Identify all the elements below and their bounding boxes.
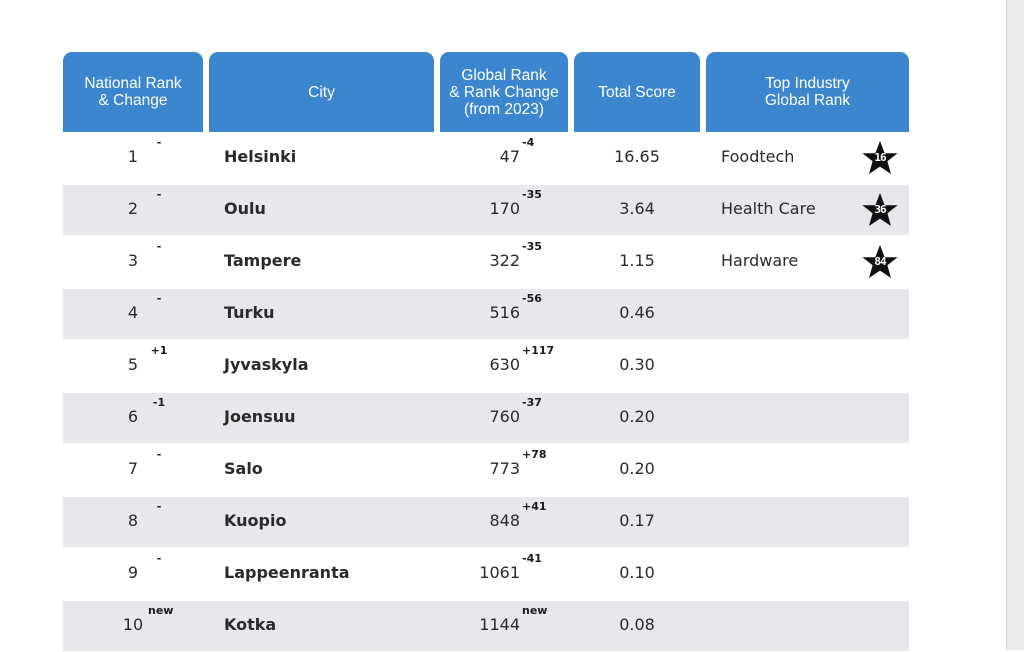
global-rank: 1061	[479, 563, 520, 582]
table-row: 9 - Lappeenranta 1061 -41 0.10	[0, 548, 1006, 600]
national-rank: 9	[127, 563, 139, 582]
global-rank: 773	[489, 459, 520, 478]
total-score: 0.20	[619, 407, 655, 426]
star-icon: 16	[861, 140, 899, 176]
city-name: Oulu	[224, 199, 266, 218]
global-rank-change: -56	[522, 292, 542, 305]
global-rank-change: -41	[522, 552, 542, 565]
table-row: 5 +1 Jyvaskyla 630 +117 0.30	[0, 340, 1006, 392]
global-rank: 322	[489, 251, 520, 270]
city-name: Lappeenranta	[224, 563, 350, 582]
total-score: 0.17	[619, 511, 655, 530]
global-rank: 47	[499, 147, 520, 166]
global-rank: 516	[489, 303, 520, 322]
table-header: National Rank & Change City Global Rank …	[0, 52, 1006, 132]
city-name: Tampere	[224, 251, 302, 270]
total-score: 0.30	[619, 355, 655, 374]
national-rank-change: -	[156, 292, 162, 305]
global-rank-change: new	[522, 604, 548, 617]
table-row: 6 -1 Joensuu 760 -37 0.20	[0, 392, 1006, 444]
row-background	[63, 497, 909, 547]
page-edge	[1006, 0, 1024, 650]
national-rank: 4	[127, 303, 139, 322]
total-score: 0.46	[619, 303, 655, 322]
industry-global-rank: 36	[874, 203, 886, 216]
national-rank: 2	[127, 199, 139, 218]
table-row: 1 - Helsinki 47 -4 16.65 Foodtech 16	[0, 132, 1006, 184]
header-city: City	[209, 52, 434, 132]
total-score: 0.10	[619, 563, 655, 582]
global-rank-change: +41	[522, 500, 547, 513]
global-rank: 170	[489, 199, 520, 218]
national-rank-change: -1	[152, 396, 166, 409]
star-icon: 84	[861, 244, 899, 280]
national-rank-change: -	[156, 240, 162, 253]
national-rank-change: new	[148, 604, 174, 617]
row-background	[63, 393, 909, 443]
total-score: 16.65	[614, 147, 660, 166]
total-score: 1.15	[619, 251, 655, 270]
global-rank-change: +117	[522, 344, 555, 357]
industry-global-rank: 16	[874, 151, 886, 164]
row-background	[63, 185, 909, 235]
national-rank: 7	[127, 459, 139, 478]
national-rank: 3	[127, 251, 139, 270]
header-total-score: Total Score	[574, 52, 700, 132]
table-row: 10 new Kotka 1144 new 0.08	[0, 600, 1006, 652]
global-rank-change: -35	[522, 240, 542, 253]
global-rank: 848	[489, 511, 520, 530]
top-industry: Hardware	[721, 251, 799, 270]
global-rank-change: -4	[522, 136, 535, 149]
global-rank: 630	[489, 355, 520, 374]
national-rank: 1	[127, 147, 139, 166]
top-industry: Foodtech	[721, 147, 795, 166]
table-row: 2 - Oulu 170 -35 3.64 Health Care 36	[0, 184, 1006, 236]
total-score: 0.08	[619, 615, 655, 634]
total-score: 0.20	[619, 459, 655, 478]
global-rank: 760	[489, 407, 520, 426]
national-rank-change: -	[156, 500, 162, 513]
city-name: Helsinki	[224, 147, 297, 166]
row-background	[63, 601, 909, 651]
national-rank: 5	[127, 355, 139, 374]
header-global-rank: Global Rank & Rank Change (from 2023)	[440, 52, 568, 132]
table-body: 1 - Helsinki 47 -4 16.65 Foodtech 16 2 -…	[0, 132, 1006, 652]
national-rank-change: -	[156, 448, 162, 461]
national-rank: 6	[127, 407, 139, 426]
table-row: 7 - Salo 773 +78 0.20	[0, 444, 1006, 496]
global-rank-change: -37	[522, 396, 542, 409]
city-name: Jyvaskyla	[224, 355, 309, 374]
city-name: Joensuu	[224, 407, 296, 426]
national-rank-change: -	[156, 188, 162, 201]
table-row: 4 - Turku 516 -56 0.46	[0, 288, 1006, 340]
global-rank-change: +78	[522, 448, 547, 461]
national-rank-change: +1	[150, 344, 168, 357]
city-name: Turku	[224, 303, 275, 322]
national-rank: 8	[127, 511, 139, 530]
ranking-page: National Rank & Change City Global Rank …	[0, 52, 1006, 652]
national-rank: 10	[122, 615, 144, 634]
row-background	[63, 289, 909, 339]
global-rank-change: -35	[522, 188, 542, 201]
city-name: Kuopio	[224, 511, 287, 530]
industry-global-rank: 84	[874, 255, 886, 268]
table-row: 8 - Kuopio 848 +41 0.17	[0, 496, 1006, 548]
national-rank-change: -	[156, 552, 162, 565]
city-name: Kotka	[224, 615, 277, 634]
table-row: 3 - Tampere 322 -35 1.15 Hardware 84	[0, 236, 1006, 288]
star-icon: 36	[861, 192, 899, 228]
city-name: Salo	[224, 459, 263, 478]
header-top-industry: Top Industry Global Rank	[706, 52, 909, 132]
total-score: 3.64	[619, 199, 655, 218]
header-national-rank: National Rank & Change	[63, 52, 203, 132]
global-rank: 1144	[479, 615, 520, 634]
top-industry: Health Care	[721, 199, 816, 218]
national-rank-change: -	[156, 136, 162, 149]
